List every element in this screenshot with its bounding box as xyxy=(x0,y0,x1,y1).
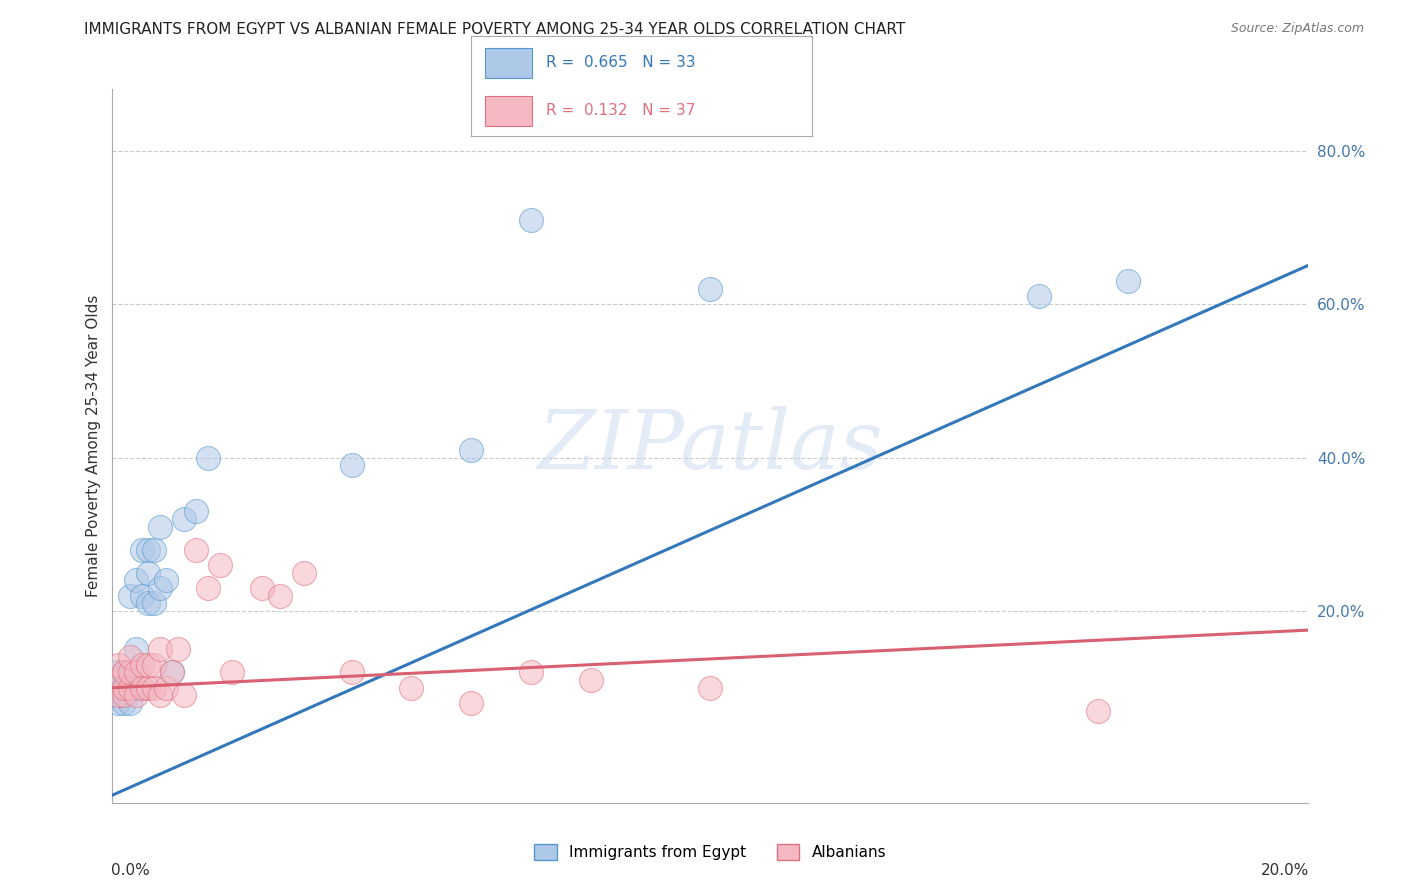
Point xyxy=(1118,274,1140,288)
Point xyxy=(138,566,160,580)
Point xyxy=(292,566,315,580)
Point xyxy=(149,642,172,657)
Point xyxy=(125,574,148,588)
Point xyxy=(125,689,148,703)
Point xyxy=(114,681,135,695)
Point xyxy=(107,696,129,710)
Point xyxy=(125,642,148,657)
Point xyxy=(120,673,142,687)
Point xyxy=(162,665,183,680)
Text: ZIPatlas: ZIPatlas xyxy=(537,406,883,486)
Point xyxy=(131,589,153,603)
Point xyxy=(107,673,129,687)
Point xyxy=(114,665,135,680)
Point xyxy=(269,589,291,603)
Point xyxy=(1028,289,1050,303)
Point xyxy=(125,665,148,680)
Point xyxy=(197,581,219,595)
Text: Source: ZipAtlas.com: Source: ZipAtlas.com xyxy=(1230,22,1364,36)
Point xyxy=(143,657,166,672)
Point xyxy=(138,542,160,557)
Point xyxy=(460,442,482,457)
Point xyxy=(114,689,135,703)
Point xyxy=(138,596,160,610)
Point xyxy=(340,458,363,473)
Point xyxy=(120,696,142,710)
Point xyxy=(143,681,166,695)
Y-axis label: Female Poverty Among 25-34 Year Olds: Female Poverty Among 25-34 Year Olds xyxy=(86,295,101,597)
Point xyxy=(114,665,135,680)
Point xyxy=(149,581,172,595)
Point xyxy=(155,574,177,588)
Text: 0.0%: 0.0% xyxy=(111,863,150,879)
Point xyxy=(699,282,721,296)
Point xyxy=(125,681,148,695)
Point xyxy=(131,657,153,672)
Point xyxy=(131,681,153,695)
Point xyxy=(699,681,721,695)
Point xyxy=(520,665,543,680)
Point xyxy=(250,581,273,595)
Point xyxy=(209,558,232,572)
Point xyxy=(460,696,482,710)
Point xyxy=(155,681,177,695)
Point xyxy=(1087,704,1109,718)
Point xyxy=(131,542,153,557)
Point xyxy=(173,689,195,703)
Point xyxy=(120,650,142,665)
Point xyxy=(143,542,166,557)
Point xyxy=(138,657,160,672)
Point xyxy=(138,681,160,695)
Point xyxy=(167,642,190,657)
Point xyxy=(221,665,243,680)
Point xyxy=(186,504,208,518)
Legend: Immigrants from Egypt, Albanians: Immigrants from Egypt, Albanians xyxy=(527,838,893,866)
Point xyxy=(186,542,208,557)
Text: 20.0%: 20.0% xyxy=(1260,863,1309,879)
Point xyxy=(197,450,219,465)
Point xyxy=(131,681,153,695)
Point xyxy=(520,212,543,227)
Point xyxy=(143,596,166,610)
Point xyxy=(114,696,135,710)
Point xyxy=(107,657,129,672)
Point xyxy=(107,681,129,695)
Point xyxy=(114,681,135,695)
Text: IMMIGRANTS FROM EGYPT VS ALBANIAN FEMALE POVERTY AMONG 25-34 YEAR OLDS CORRELATI: IMMIGRANTS FROM EGYPT VS ALBANIAN FEMALE… xyxy=(84,22,905,37)
Point xyxy=(120,681,142,695)
Point xyxy=(107,665,129,680)
Point xyxy=(162,665,183,680)
Point xyxy=(120,665,142,680)
Point xyxy=(401,681,423,695)
Point xyxy=(149,519,172,533)
Point xyxy=(120,589,142,603)
Point xyxy=(149,689,172,703)
Point xyxy=(173,512,195,526)
Point xyxy=(579,673,602,687)
Point xyxy=(340,665,363,680)
Point xyxy=(107,689,129,703)
